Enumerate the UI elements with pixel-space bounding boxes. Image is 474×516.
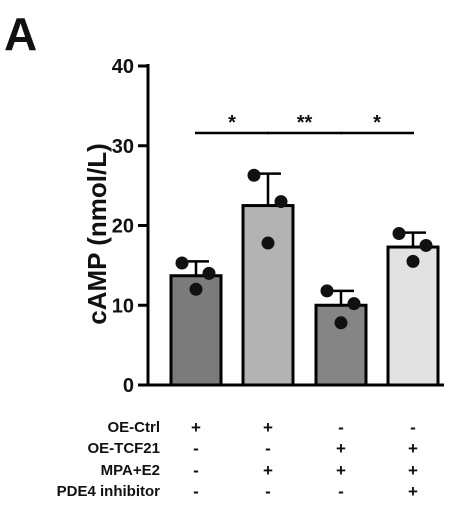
condition-table: OE-Ctrl + + - - OE-TCF21 - - + + MPA+E2 - + + + PDE4 in… (57, 418, 418, 501)
y-tick-label: 0 (123, 375, 134, 397)
significance-label-1: * (228, 112, 236, 134)
condition-symbol: + (408, 482, 418, 501)
data-point (175, 256, 189, 270)
y-axis-label: cAMP (nmol/L) (82, 143, 112, 325)
condition-symbol: + (336, 461, 346, 480)
condition-label: MPA+E2 (101, 462, 160, 479)
condition-label: OE-Ctrl (108, 419, 161, 436)
condition-symbol: - (193, 482, 199, 501)
bar-4 (386, 245, 440, 387)
condition-symbol: + (408, 439, 418, 458)
y-tick-label: 30 (112, 136, 134, 158)
panel-label: A (4, 8, 37, 60)
data-point (261, 236, 275, 250)
y-axis: 0 10 20 30 40 (112, 56, 444, 397)
data-point (274, 195, 288, 209)
data-point (419, 238, 433, 252)
significance-label-3: * (373, 112, 381, 134)
data-point (202, 266, 216, 280)
data-point (320, 284, 334, 298)
data-point (406, 254, 420, 268)
condition-symbol: - (193, 461, 199, 480)
condition-symbol: + (263, 418, 273, 437)
y-tick-label: 10 (112, 295, 134, 317)
y-tick-label: 20 (112, 216, 134, 238)
significance-group: * ** * (195, 112, 414, 135)
data-point (392, 226, 406, 240)
condition-symbol: + (408, 461, 418, 480)
condition-symbol: - (265, 482, 271, 501)
y-tick-label: 40 (112, 56, 134, 78)
data-points-group (175, 168, 433, 330)
condition-symbol: + (191, 418, 201, 437)
data-point (189, 282, 203, 296)
condition-symbol: + (336, 439, 346, 458)
condition-symbol: - (265, 439, 271, 458)
condition-label: OE-TCF21 (87, 440, 160, 457)
condition-symbol: - (410, 418, 416, 437)
condition-symbol: - (338, 482, 344, 501)
condition-symbol: - (338, 418, 344, 437)
condition-symbol: - (193, 439, 199, 458)
data-point (334, 316, 348, 330)
data-point (347, 297, 361, 311)
data-point (247, 168, 261, 182)
bar-2 (241, 204, 295, 387)
condition-label: PDE4 inhibitor (57, 483, 161, 500)
significance-label-2: ** (297, 112, 313, 134)
condition-symbol: + (263, 461, 273, 480)
